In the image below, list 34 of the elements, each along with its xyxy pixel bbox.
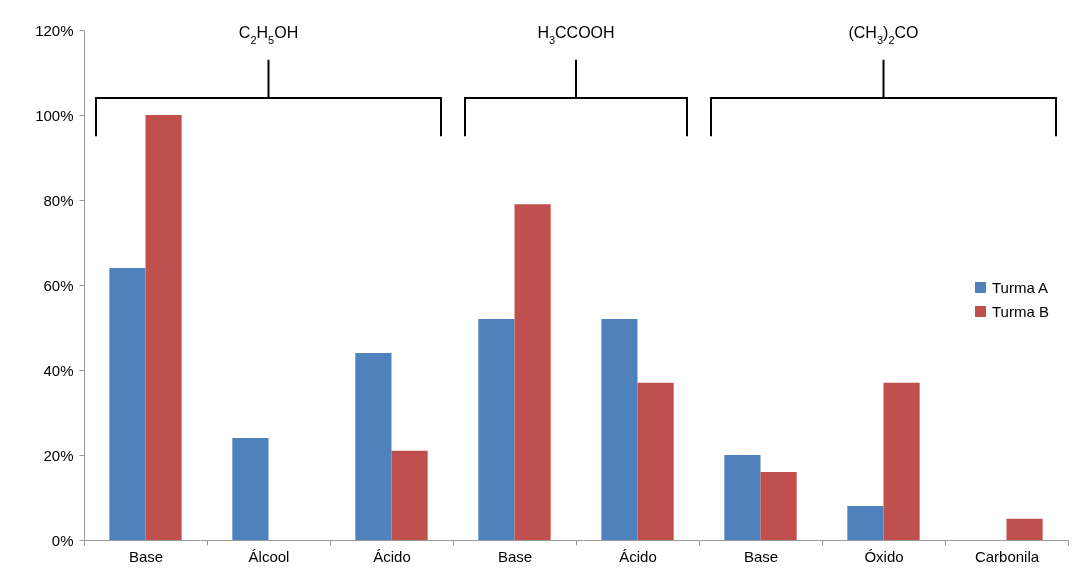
x-tick-label: Base xyxy=(128,547,164,565)
bar xyxy=(514,204,551,540)
y-tick-label: 80% xyxy=(43,191,74,209)
annotation: H$_{3}$CCOOH xyxy=(537,24,615,46)
y-tick-label: 60% xyxy=(43,276,74,294)
bar xyxy=(724,455,761,540)
legend-label: Turma A xyxy=(992,278,1049,296)
bar xyxy=(478,319,515,540)
x-tick-label: Álcool xyxy=(248,547,290,565)
bar xyxy=(601,319,638,540)
annotation: C$_{2}$H$_{5}$OH xyxy=(238,24,299,46)
x-tick-label: Carbonila xyxy=(974,547,1040,565)
y-tick-label: 120% xyxy=(35,21,74,39)
x-tick-label: Base xyxy=(497,547,533,565)
bar xyxy=(391,450,428,540)
x-tick-label: Base xyxy=(743,547,779,565)
bar xyxy=(355,353,392,540)
bar xyxy=(145,115,182,540)
bar xyxy=(1006,518,1043,540)
bar xyxy=(883,382,920,540)
y-tick-label: 40% xyxy=(43,361,74,379)
y-tick-label: 0% xyxy=(51,531,74,549)
x-tick-label: Óxido xyxy=(864,547,904,565)
bar xyxy=(637,382,674,540)
bar xyxy=(109,268,146,540)
y-tick-label: 20% xyxy=(43,446,74,464)
legend-label: Turma B xyxy=(992,302,1049,320)
bar xyxy=(232,438,269,540)
x-tick-label: Ácido xyxy=(373,547,411,565)
bar xyxy=(760,472,797,540)
bar xyxy=(847,506,884,540)
y-tick-label: 100% xyxy=(35,106,74,124)
annotation: (CH$_{3}$)$_{2}$CO xyxy=(848,24,919,46)
x-tick-label: Ácido xyxy=(619,547,657,565)
